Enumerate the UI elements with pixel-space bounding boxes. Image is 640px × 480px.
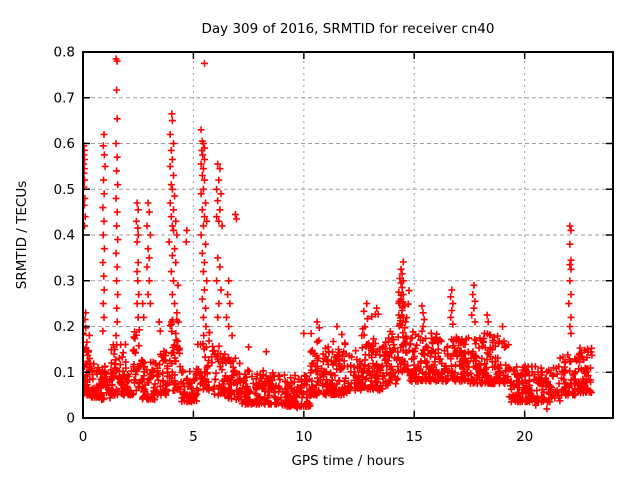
y-tick-label: 0.7	[54, 90, 75, 106]
x-tick-label: 20	[516, 429, 533, 445]
y-tick-label: 0.6	[54, 136, 75, 152]
x-tick-label: 10	[295, 429, 312, 445]
y-tick-label: 0	[66, 411, 75, 427]
y-tick-label: 0.2	[54, 319, 75, 335]
x-tick-label: 15	[406, 429, 423, 445]
y-tick-label: 0.1	[54, 365, 75, 381]
y-tick-label: 0.5	[54, 182, 75, 198]
chart-title: Day 309 of 2016, SRMTID for receiver cn4…	[201, 21, 495, 37]
scatter-series	[83, 55, 596, 413]
y-tick-label: 0.4	[54, 228, 75, 244]
x-axis-label: GPS time / hours	[291, 453, 405, 469]
x-tick-label: 5	[189, 429, 198, 445]
y-tick-label: 0.3	[54, 273, 75, 289]
x-tick-label: 0	[79, 429, 88, 445]
y-tick-label: 0.8	[54, 45, 75, 61]
